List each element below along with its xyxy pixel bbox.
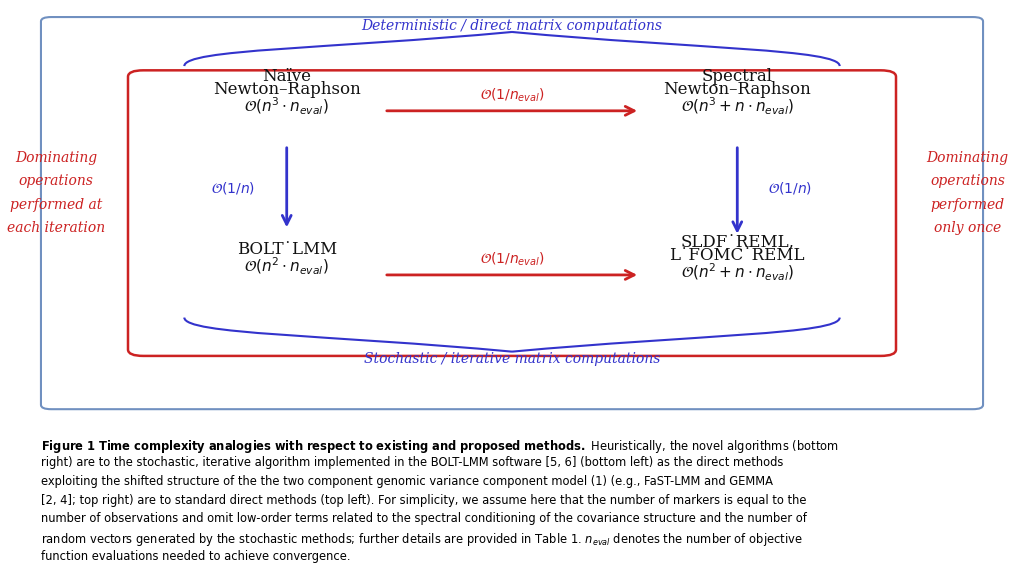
Text: Spectral: Spectral: [701, 68, 773, 85]
Text: operations: operations: [930, 174, 1006, 188]
Text: $\mathcal{O}(1/n_{eval})$: $\mathcal{O}(1/n_{eval})$: [479, 86, 545, 104]
Text: operations: operations: [18, 174, 94, 188]
Text: function evaluations needed to achieve convergence.: function evaluations needed to achieve c…: [41, 550, 350, 563]
Text: Naïve: Naïve: [262, 68, 311, 85]
Text: $\mathcal{O}(n^3 \cdot n_{eval})$: $\mathcal{O}(n^3 \cdot n_{eval})$: [245, 96, 329, 117]
Text: $\mathbf{Figure\ 1\ Time\ complexity\ analogies\ with\ respect\ to\ existing\ an: $\mathbf{Figure\ 1\ Time\ complexity\ an…: [41, 438, 839, 454]
Text: Stochastic / iterative matrix computations: Stochastic / iterative matrix computatio…: [364, 352, 660, 366]
Text: SLDF˙REML,: SLDF˙REML,: [680, 234, 795, 252]
Text: $\mathcal{O}(n^2 \cdot n_{eval})$: $\mathcal{O}(n^2 \cdot n_{eval})$: [245, 256, 329, 277]
Text: Dominating: Dominating: [15, 151, 97, 165]
Text: $\mathcal{O}(n^2 + n \cdot n_{eval})$: $\mathcal{O}(n^2 + n \cdot n_{eval})$: [681, 262, 794, 283]
Text: performed at: performed at: [10, 198, 102, 211]
Text: number of observations and omit low-order terms related to the spectral conditio: number of observations and omit low-orde…: [41, 512, 807, 525]
Text: Newton–Raphson: Newton–Raphson: [213, 81, 360, 98]
Text: exploiting the shifted structure of the the two component genomic variance compo: exploiting the shifted structure of the …: [41, 475, 773, 488]
Text: each iteration: each iteration: [7, 221, 105, 235]
Text: [2, 4]; top right) are to standard direct methods (top left). For simplicity, we: [2, 4]; top right) are to standard direc…: [41, 494, 807, 506]
Text: $\mathcal{O}(1/n)$: $\mathcal{O}(1/n)$: [768, 180, 813, 196]
Text: random vectors generated by the stochastic methods; further details are provided: random vectors generated by the stochast…: [41, 531, 803, 548]
Text: BOLT˙LMM: BOLT˙LMM: [237, 241, 337, 258]
Text: $\mathcal{O}(n^3 + n \cdot n_{eval})$: $\mathcal{O}(n^3 + n \cdot n_{eval})$: [681, 96, 794, 117]
Text: $\mathcal{O}(1/n)$: $\mathcal{O}(1/n)$: [211, 180, 256, 196]
FancyBboxPatch shape: [41, 17, 983, 409]
Text: Deterministic / direct matrix computations: Deterministic / direct matrix computatio…: [361, 18, 663, 33]
Text: $\mathcal{O}(1/n_{eval})$: $\mathcal{O}(1/n_{eval})$: [479, 251, 545, 268]
Text: L˙FOMC˙REML: L˙FOMC˙REML: [670, 247, 805, 264]
Text: Dominating: Dominating: [927, 151, 1009, 165]
Text: Newton–Raphson: Newton–Raphson: [664, 81, 811, 98]
Text: right) are to the stochastic, iterative algorithm implemented in the BOLT-LMM so: right) are to the stochastic, iterative …: [41, 456, 783, 469]
Text: only once: only once: [934, 221, 1001, 235]
FancyBboxPatch shape: [128, 70, 896, 356]
Text: performed: performed: [931, 198, 1005, 211]
